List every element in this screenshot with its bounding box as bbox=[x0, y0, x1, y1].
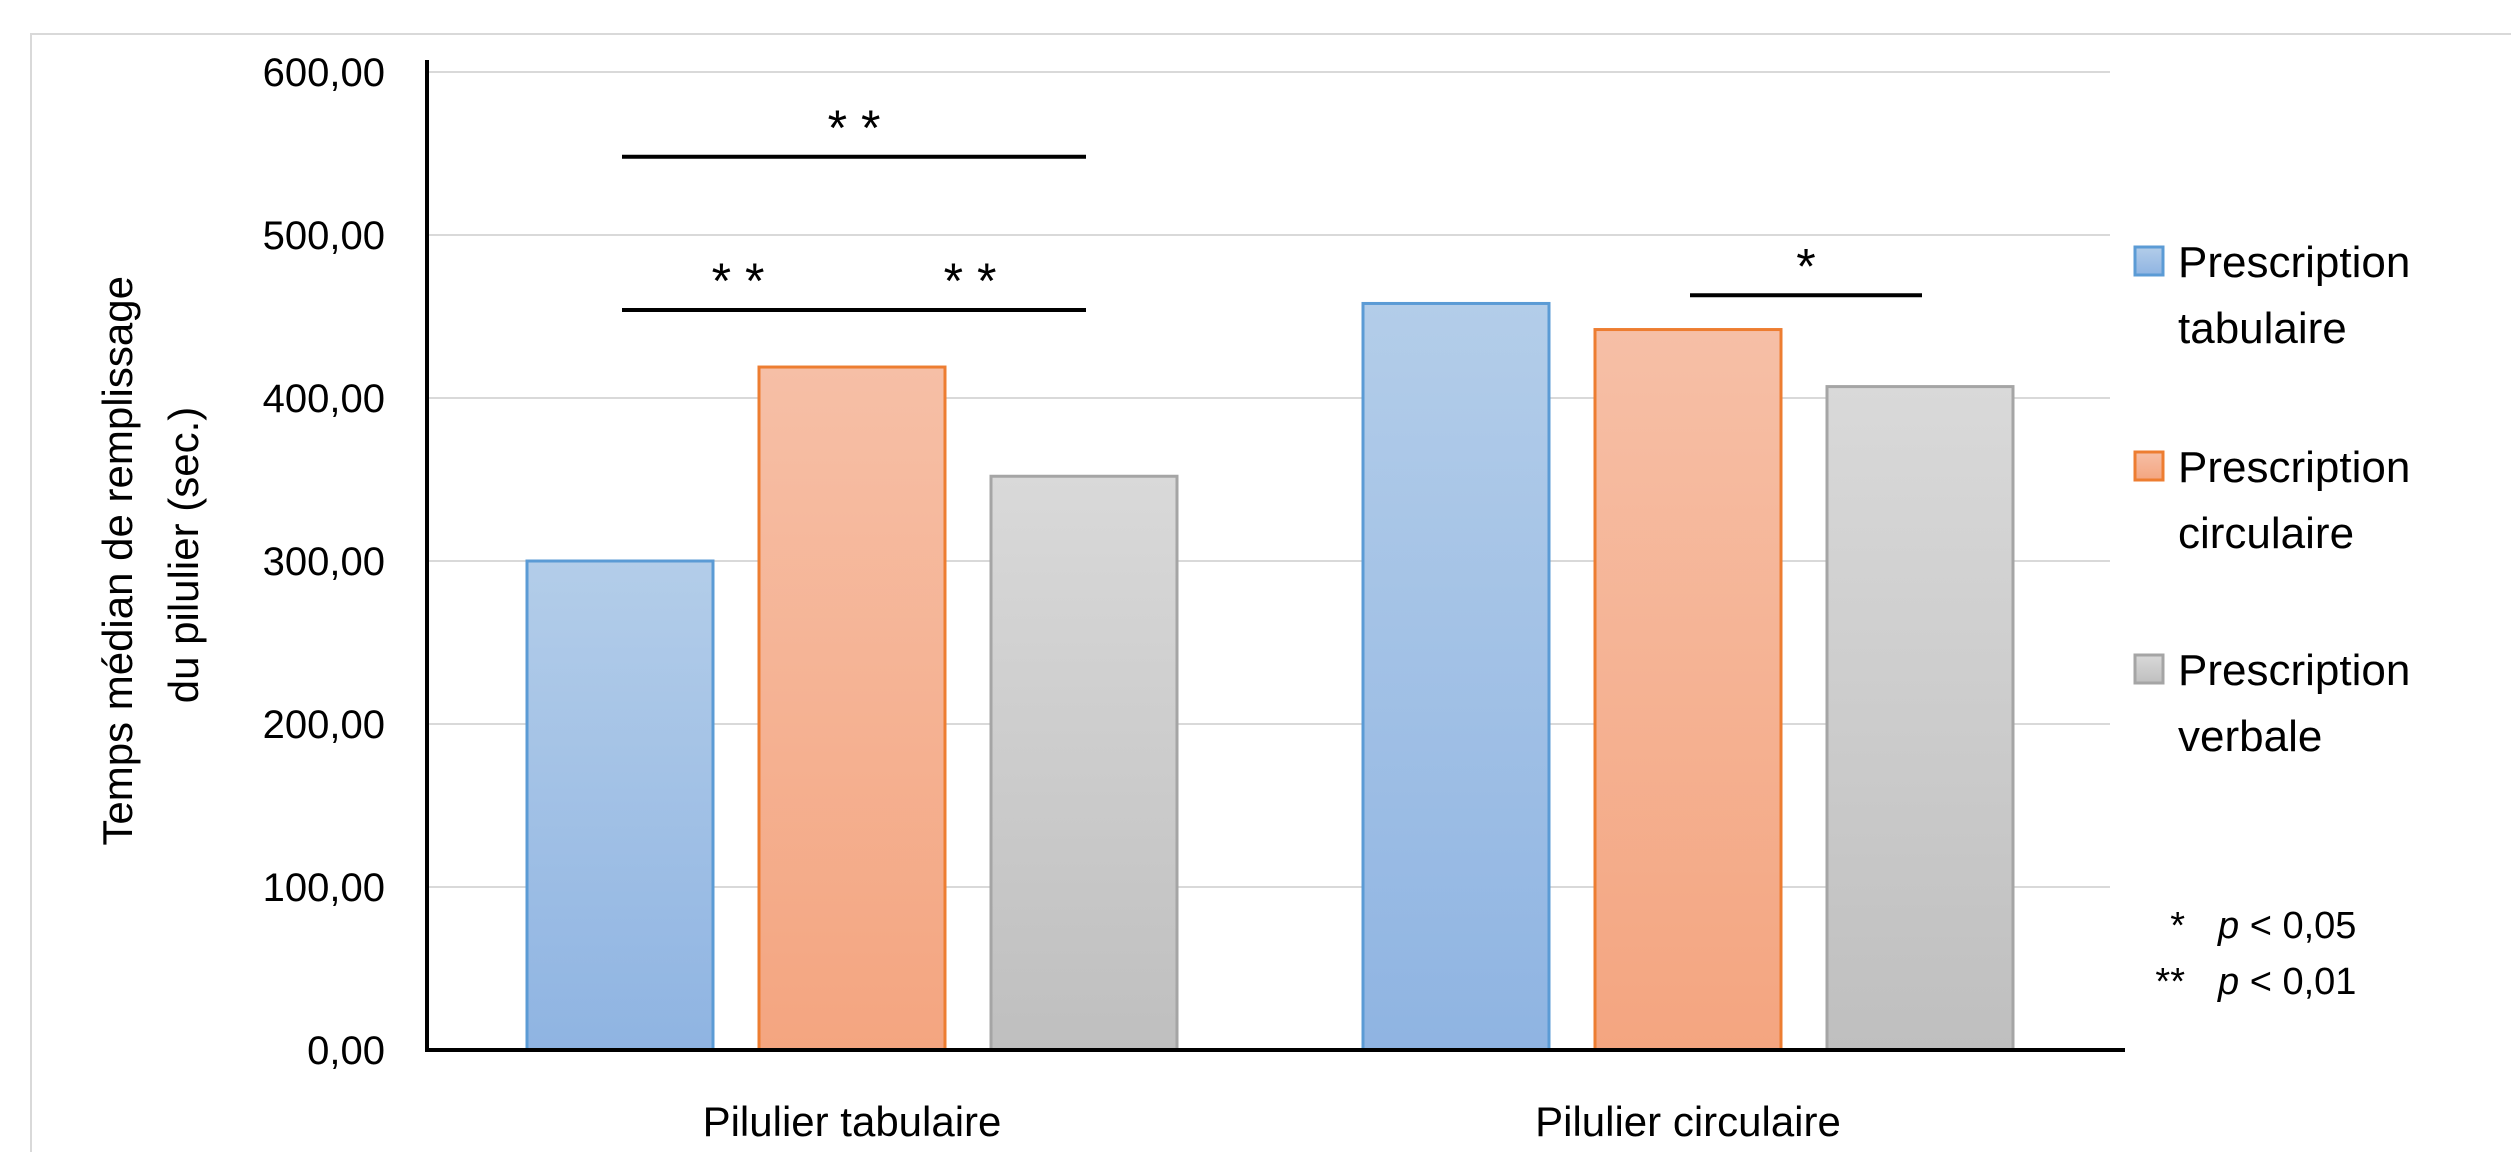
significance-label: * bbox=[1796, 238, 1815, 294]
legend-label-line: circulaire bbox=[2178, 509, 2354, 558]
x-category-label: Pilulier circulaire bbox=[1535, 1098, 1841, 1145]
y-tick-label: 500,00 bbox=[263, 214, 385, 258]
y-tick-label: 0,00 bbox=[307, 1029, 385, 1073]
legend: Prescription tabulaire Prescription circula… bbox=[2133, 238, 2410, 761]
bar bbox=[1825, 385, 2015, 1052]
legend-label-line: Prescription bbox=[2178, 443, 2410, 492]
y-axis-label-line-1: Temps médian de remplissage bbox=[94, 276, 141, 846]
significance-annotations: * * * * * * * bbox=[622, 100, 1922, 312]
note-threshold: < 0,05 bbox=[2239, 905, 2356, 947]
note-p-symbol: p bbox=[2217, 905, 2239, 947]
note-threshold: < 0,01 bbox=[2239, 961, 2356, 1003]
bar bbox=[989, 474, 1179, 1052]
bars bbox=[525, 301, 2015, 1052]
legend-swatch bbox=[2133, 245, 2165, 277]
legend-label-line: tabulaire bbox=[2178, 304, 2347, 353]
bar bbox=[757, 365, 947, 1052]
note-stars: ** bbox=[2155, 961, 2185, 1003]
legend-label-line: verbale bbox=[2178, 712, 2322, 761]
x-category-label: Pilulier tabulaire bbox=[703, 1098, 1002, 1145]
bar bbox=[1361, 301, 1551, 1052]
significance-label: * * bbox=[712, 253, 765, 309]
note-stars: * bbox=[2170, 905, 2185, 947]
note-text: p < 0,01 bbox=[2217, 961, 2356, 1003]
legend-label-line: Prescription bbox=[2178, 238, 2410, 287]
chart-frame bbox=[30, 33, 2511, 1152]
bar bbox=[525, 559, 715, 1052]
significance-label: * * bbox=[828, 100, 881, 156]
legend-swatch bbox=[2133, 450, 2165, 482]
x-category-labels: Pilulier tabulaire Pilulier circulaire bbox=[703, 1098, 1841, 1145]
legend-swatch bbox=[2133, 653, 2165, 685]
bar bbox=[1593, 328, 1783, 1052]
note-text: p < 0,05 bbox=[2217, 905, 2356, 947]
note-p-symbol: p bbox=[2217, 961, 2239, 1003]
y-tick-labels: 0,00 100,00 200,00 300,00 400,00 500,00 600,00 bbox=[263, 51, 385, 1073]
y-tick-label: 300,00 bbox=[263, 540, 385, 584]
legend-label: Prescription circulaire bbox=[2178, 443, 2410, 558]
significance-label: * * bbox=[944, 253, 997, 309]
y-axis-label: Temps médian de remplissage du pilulier … bbox=[94, 264, 207, 845]
significance-notes: * p < 0,05 ** p < 0,01 bbox=[2155, 905, 2356, 1003]
legend-label: Prescription verbale bbox=[2178, 646, 2410, 761]
y-tick-label: 600,00 bbox=[263, 51, 385, 95]
y-tick-label: 100,00 bbox=[263, 866, 385, 910]
legend-label-line: Prescription bbox=[2178, 646, 2410, 695]
legend-label: Prescription tabulaire bbox=[2178, 238, 2410, 353]
axes bbox=[425, 60, 2125, 1052]
y-tick-label: 400,00 bbox=[263, 377, 385, 421]
y-tick-label: 200,00 bbox=[263, 703, 385, 747]
y-axis-label-line-2: du pilulier (sec.) bbox=[160, 407, 207, 703]
